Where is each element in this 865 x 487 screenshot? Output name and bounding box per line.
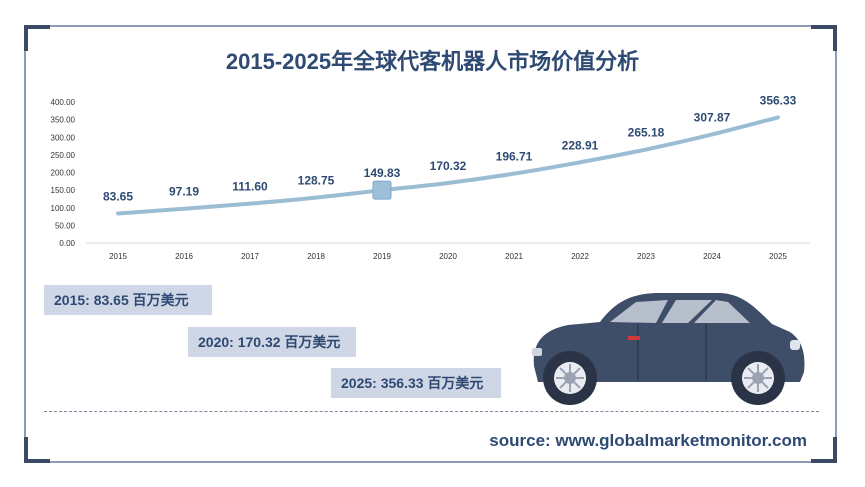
data-label: 196.71 <box>496 150 533 164</box>
y-tick-label: 150.00 <box>51 186 76 195</box>
frame-right <box>835 25 837 463</box>
y-tick-label: 350.00 <box>51 116 76 125</box>
x-tick-label: 2024 <box>703 252 721 261</box>
y-tick-label: 200.00 <box>51 169 76 178</box>
frame-top <box>24 25 837 27</box>
chart-title: 2015-2025年全球代客机器人市场价值分析 <box>225 49 640 74</box>
x-tick-label: 2018 <box>307 252 325 261</box>
y-tick-label: 300.00 <box>51 133 76 142</box>
car-icon <box>532 293 805 405</box>
x-tick-label: 2015 <box>109 252 127 261</box>
y-tick-label: 250.00 <box>51 151 76 160</box>
x-tick-label: 2022 <box>571 252 589 261</box>
series-line <box>116 115 780 216</box>
data-label: 97.19 <box>169 185 199 199</box>
data-point-marker <box>372 180 392 200</box>
data-label: 265.18 <box>628 126 665 140</box>
x-tick-label: 2017 <box>241 252 259 261</box>
frame-left <box>24 25 26 463</box>
x-tick-label: 2023 <box>637 252 655 261</box>
x-tick-label: 2019 <box>373 252 391 261</box>
frame-corner-bottom-left <box>24 437 50 463</box>
x-tick-label: 2020 <box>439 252 457 261</box>
x-tick-label: 2021 <box>505 252 523 261</box>
data-label: 307.87 <box>694 110 731 124</box>
x-tick-label: 2025 <box>769 252 787 261</box>
frame-corner-top-right <box>811 25 837 51</box>
data-label: 170.32 <box>430 159 467 173</box>
y-tick-label: 0.00 <box>59 239 75 248</box>
annotation-2020: 2020: 170.32 百万美元 <box>188 327 356 357</box>
y-tick-label: 100.00 <box>51 204 76 213</box>
y-tick-label: 50.00 <box>55 221 76 230</box>
data-label: 83.65 <box>103 190 133 204</box>
frame-corner-bottom-right <box>811 437 837 463</box>
data-label: 149.83 <box>364 166 401 180</box>
data-label: 356.33 <box>760 93 797 107</box>
source-text: source: www.globalmarketmonitor.com <box>489 431 807 450</box>
annotation-2015: 2015: 83.65 百万美元 <box>44 285 212 315</box>
divider <box>44 411 819 412</box>
y-tick-label: 400.00 <box>51 98 76 107</box>
data-label: 228.91 <box>562 138 599 152</box>
x-tick-label: 2016 <box>175 252 193 261</box>
frame-corner-top-left <box>24 25 50 51</box>
annotation-2025: 2025: 356.33 百万美元 <box>331 368 501 398</box>
data-label: 111.60 <box>232 180 268 194</box>
frame-bottom <box>24 461 837 463</box>
data-label: 128.75 <box>298 174 335 188</box>
